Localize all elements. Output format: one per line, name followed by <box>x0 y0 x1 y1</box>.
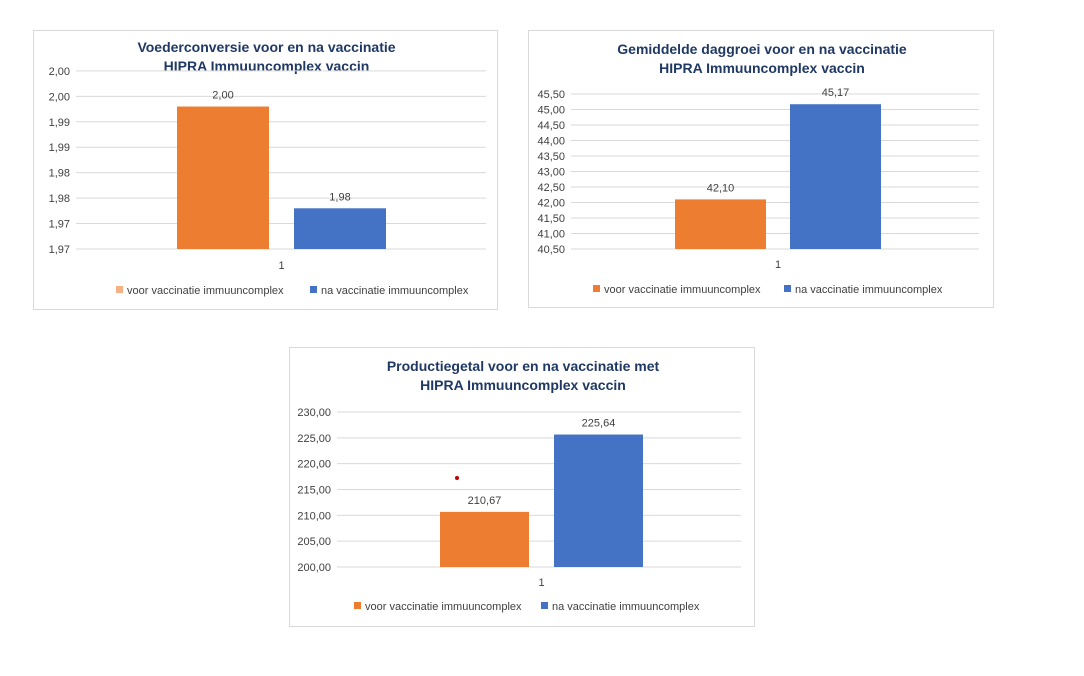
y-tick-label: 230,00 <box>297 407 331 419</box>
y-tick-label: 2,00 <box>49 91 70 103</box>
y-tick-label: 225,00 <box>297 433 331 445</box>
legend-swatch <box>310 286 317 293</box>
y-tick-label: 200,00 <box>297 562 331 574</box>
chart-panel-voederconversie: Voederconversie voor en na vaccinatie HIP… <box>33 30 498 310</box>
data-label: 1,98 <box>329 191 350 203</box>
y-tick-label: 1,99 <box>49 117 70 129</box>
bar-voor <box>177 106 269 249</box>
legend-label: voor vaccinatie immuuncomplex <box>127 285 284 297</box>
y-tick-label: 40,50 <box>537 244 565 256</box>
legend-swatch <box>593 285 600 292</box>
y-tick-label: 205,00 <box>297 536 331 548</box>
bar-voor <box>675 199 766 249</box>
bar-na <box>294 208 386 249</box>
legend-label: na vaccinatie immuuncomplex <box>795 284 943 296</box>
y-tick-label: 1,98 <box>49 168 70 180</box>
chart-productiegetal: Productiegetal voor en na vaccinatie met… <box>297 358 741 613</box>
legend-label: voor vaccinatie immuuncomplex <box>604 284 761 296</box>
data-label: 2,00 <box>212 90 233 102</box>
y-tick-label: 45,50 <box>537 89 565 101</box>
data-label: 42,10 <box>707 182 735 194</box>
legend-swatch <box>784 285 791 292</box>
red-dot-marker <box>455 476 459 480</box>
legend-swatch <box>541 602 548 609</box>
chart-title-line: HIPRA Immuuncomplex vaccin <box>659 60 865 76</box>
y-tick-label: 45,00 <box>537 105 565 117</box>
legend-swatch <box>354 602 361 609</box>
chart-title-line: Gemiddelde daggroei voor en na vaccinati… <box>617 41 907 57</box>
chart-daggroei: Gemiddelde daggroei voor en na vaccinati… <box>537 41 979 296</box>
y-tick-label: 44,50 <box>537 120 565 132</box>
x-category-label: 1 <box>278 260 284 272</box>
legend-label: voor vaccinatie immuuncomplex <box>365 601 522 613</box>
y-tick-label: 210,00 <box>297 510 331 522</box>
data-label: 210,67 <box>468 495 502 507</box>
legend-label: na vaccinatie immuuncomplex <box>552 601 700 613</box>
y-tick-label: 42,00 <box>537 198 565 210</box>
y-tick-label: 43,50 <box>537 151 565 163</box>
bar-na <box>790 104 881 249</box>
chart-panel-productiegetal: Productiegetal voor en na vaccinatie met… <box>289 347 755 627</box>
chart-title-line: HIPRA Immuuncomplex vaccin <box>164 58 370 74</box>
legend-label: na vaccinatie immuuncomplex <box>321 285 469 297</box>
chart-voederconversie: Voederconversie voor en na vaccinatie HIP… <box>49 39 486 297</box>
data-label: 45,17 <box>822 87 850 99</box>
y-tick-label: 1,97 <box>49 244 70 256</box>
y-tick-label: 1,99 <box>49 142 70 154</box>
y-tick-label: 44,00 <box>537 136 565 148</box>
y-tick-label: 215,00 <box>297 485 331 497</box>
y-tick-label: 2,00 <box>49 66 70 78</box>
y-tick-label: 42,50 <box>537 182 565 194</box>
chart-title-line: Voederconversie voor en na vaccinatie <box>137 39 395 55</box>
data-label: 225,64 <box>582 418 616 430</box>
y-tick-label: 1,97 <box>49 219 70 231</box>
bar-na <box>554 434 643 567</box>
chart-title-line: HIPRA Immuuncomplex vaccin <box>420 377 626 393</box>
x-category-label: 1 <box>775 259 781 271</box>
legend-swatch <box>116 286 123 293</box>
bar-voor <box>440 511 529 567</box>
y-tick-label: 1,98 <box>49 193 70 205</box>
y-tick-label: 220,00 <box>297 459 331 471</box>
chart-title-line: Productiegetal voor en na vaccinatie met <box>387 358 660 374</box>
y-tick-label: 41,50 <box>537 213 565 225</box>
y-tick-label: 43,00 <box>537 167 565 179</box>
y-tick-label: 41,00 <box>537 229 565 241</box>
chart-panel-daggroei: Gemiddelde daggroei voor en na vaccinati… <box>528 30 994 308</box>
x-category-label: 1 <box>538 577 544 589</box>
